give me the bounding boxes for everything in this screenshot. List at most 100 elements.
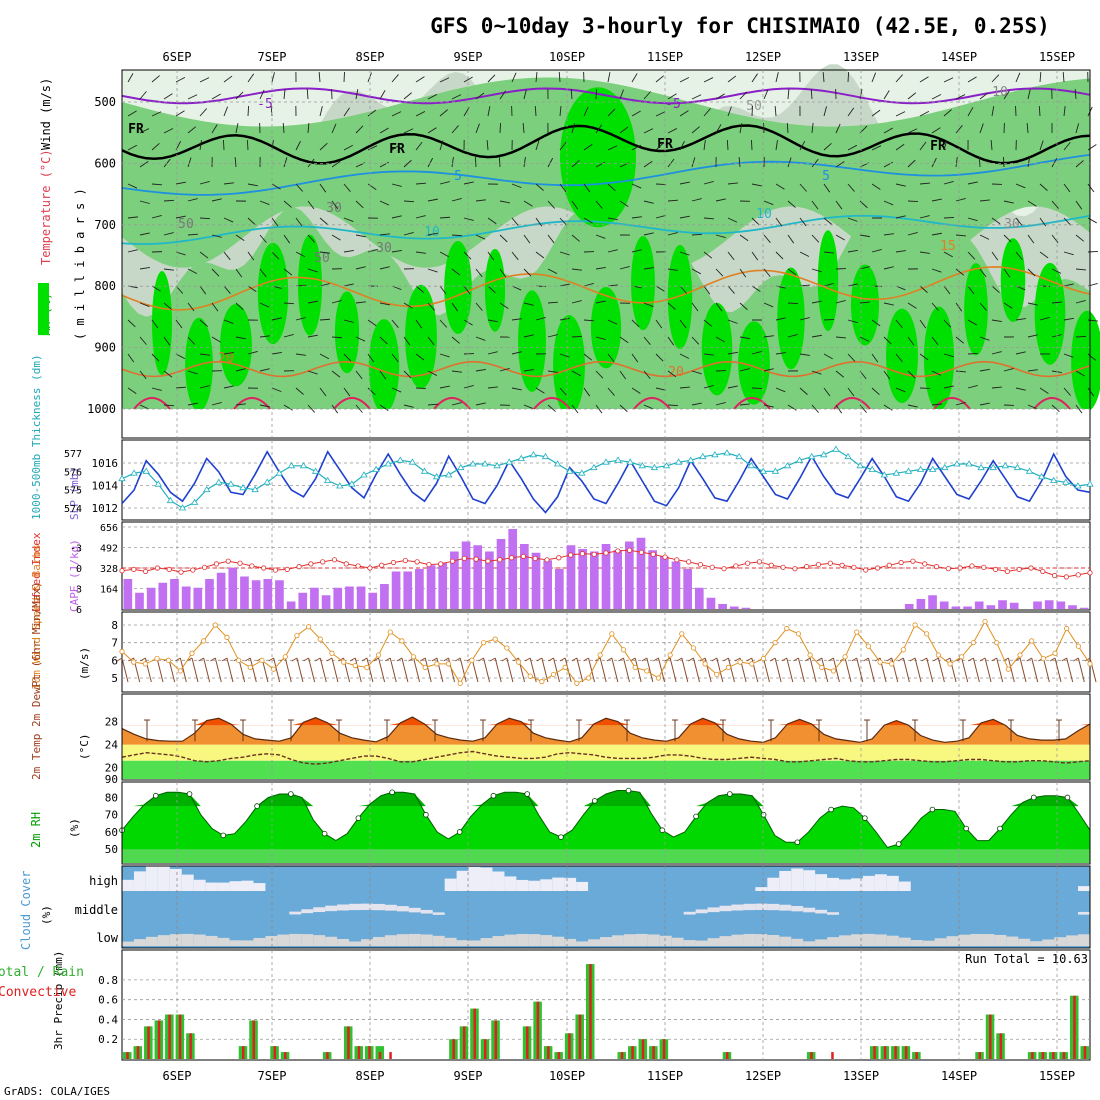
wind-barb	[415, 182, 427, 185]
lifted-index-point	[874, 565, 881, 571]
wind10-barb-tick	[571, 657, 578, 662]
wind10-point	[924, 631, 930, 637]
wind-barb	[306, 88, 309, 100]
wind-barb	[691, 126, 700, 134]
panel-labels: RH (%) Temperature (°C) Wind (m/s) ( m i…	[0, 78, 1088, 1050]
wind10-barb	[599, 657, 607, 683]
wind-barb	[403, 370, 412, 379]
wind-barb	[475, 402, 486, 406]
wind-barb	[583, 217, 593, 224]
thickness-point	[892, 469, 901, 476]
cape-bar	[380, 584, 389, 609]
wind-barb	[223, 319, 234, 324]
wind10-point	[422, 664, 428, 671]
lifted-index-point	[343, 561, 349, 567]
pressure-tick: 800	[94, 279, 116, 293]
wind-barb	[691, 198, 702, 202]
wind-barb	[403, 159, 412, 168]
cloud-middle	[432, 912, 445, 915]
rh2m-tick: 50	[105, 843, 118, 856]
wind-barb	[583, 387, 591, 397]
wind-barb	[1015, 251, 1023, 261]
wind10-barb-tick	[688, 657, 694, 662]
wind10-barb-tick	[431, 657, 438, 662]
wind10-barb	[179, 657, 187, 683]
cloud-middle	[337, 904, 350, 911]
rh-band-90	[667, 245, 693, 350]
wind-barb	[343, 283, 354, 287]
cloud-high	[456, 870, 469, 891]
wind10-point	[737, 659, 743, 665]
wind-barb	[895, 353, 903, 363]
wind-barb	[726, 139, 729, 151]
wind-barb	[1062, 71, 1065, 83]
thickness-point	[662, 462, 671, 469]
thickness-point	[989, 463, 997, 471]
precip-conv-bar	[1083, 1046, 1087, 1059]
cloud-high	[133, 871, 146, 891]
wind10-barb-tick	[349, 657, 356, 662]
thickness-tick: 575	[64, 486, 82, 497]
wind10-point	[410, 654, 417, 660]
wind-barb	[199, 353, 210, 356]
wind-barb	[187, 268, 198, 275]
wind-barb	[175, 215, 186, 219]
cape-bar	[1068, 605, 1077, 609]
wind10-barb-tick	[291, 657, 298, 662]
precip-conv-bar	[157, 1020, 161, 1059]
wind-barb	[391, 285, 402, 291]
wind-barb	[919, 319, 927, 329]
precip-conv-bar	[726, 1052, 729, 1059]
rh2m-point	[288, 791, 294, 797]
rh2m-area-high	[122, 790, 1090, 807]
wind-barb	[655, 111, 666, 117]
wind10-barb-tick	[559, 657, 566, 662]
wind-barb	[271, 72, 275, 83]
cloud-high	[181, 874, 194, 891]
date-label-bottom: 8SEP	[356, 1069, 385, 1083]
wind-barb	[763, 335, 774, 338]
precip-conv-bar	[978, 1052, 982, 1059]
cape-bar	[998, 600, 1007, 609]
panel-frame	[121, 69, 1091, 439]
isotherm-25	[633, 397, 671, 410]
wind-barb	[619, 200, 629, 207]
wind-barb	[811, 370, 822, 375]
thickness-point	[699, 452, 707, 460]
precip-conv-bar	[252, 1020, 256, 1059]
wind-barb	[679, 140, 685, 151]
wind-barb	[379, 200, 390, 206]
wind-barb	[823, 318, 835, 321]
wind-barb	[151, 353, 160, 362]
temp2m-tick: 20	[105, 762, 118, 775]
wind-barb	[979, 336, 990, 341]
wind-barb	[955, 157, 958, 168]
cloud-level-label: high	[89, 874, 118, 888]
wind-barb	[547, 301, 559, 304]
lifted-index-point	[202, 564, 208, 570]
wind-barb	[211, 198, 222, 202]
cloud-low	[611, 935, 624, 946]
cloud-high	[492, 871, 505, 891]
wind-barb	[247, 350, 258, 355]
precip-conv-bar	[662, 1039, 666, 1059]
wind-barb	[475, 268, 483, 278]
contour-label: FR	[128, 122, 144, 137]
wind10-barb-tick	[734, 657, 741, 662]
wind-barb	[643, 404, 654, 410]
wind-barb	[871, 248, 882, 253]
wind-barb	[811, 268, 822, 273]
cape-bar	[555, 569, 564, 609]
lifted-index-point	[922, 561, 928, 567]
thickness-point	[444, 471, 453, 478]
rh2m-point	[355, 815, 362, 821]
lifted-index-point	[638, 549, 645, 555]
wind-barb	[967, 319, 977, 326]
wind-barb	[847, 71, 850, 83]
wind-barb	[991, 351, 1002, 355]
wind-barb	[979, 199, 990, 202]
wind-barb	[319, 387, 327, 397]
wind-barb	[523, 302, 534, 306]
cape-bar	[298, 592, 308, 609]
cape-bar	[706, 597, 716, 609]
